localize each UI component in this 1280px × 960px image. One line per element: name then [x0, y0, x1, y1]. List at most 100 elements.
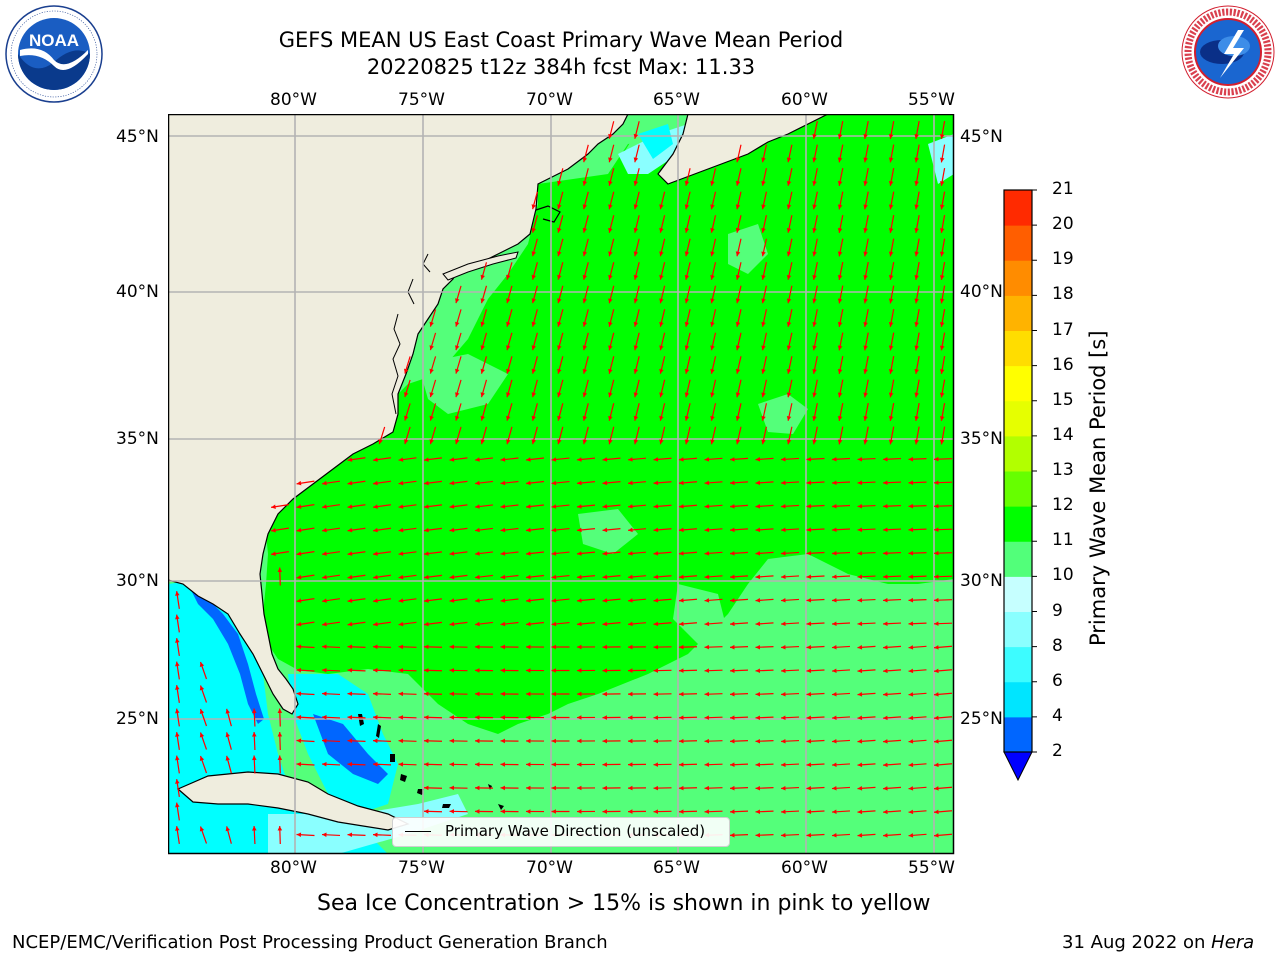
wave-arrow — [429, 379, 437, 398]
lon-tick-bottom: 80°W — [270, 858, 317, 878]
wave-arrow — [252, 731, 257, 751]
wave-arrow — [653, 598, 672, 603]
wave-arrow — [627, 504, 647, 509]
wave-arrow — [531, 403, 538, 421]
wave-arrow — [602, 762, 621, 767]
wave-arrow — [551, 668, 570, 673]
wave-arrow — [474, 809, 494, 814]
wave-arrow — [857, 527, 876, 532]
wave-arrow — [780, 762, 800, 767]
wave-arrow — [582, 215, 589, 233]
wave-arrow — [704, 551, 723, 556]
wave-arrow — [704, 738, 723, 744]
wave-arrow — [296, 691, 315, 697]
wave-arrow — [321, 691, 341, 697]
wave-arrow — [812, 262, 818, 280]
wave-arrow — [321, 668, 341, 673]
land-nova-scotia — [657, 114, 829, 185]
wave-arrow — [633, 191, 640, 210]
wave-arrow — [423, 668, 443, 673]
wave-arrow — [659, 332, 666, 351]
wave-arrow — [455, 285, 462, 304]
wave-arrow — [831, 645, 851, 650]
wave-arrow — [882, 739, 902, 744]
wave-arrow — [500, 598, 519, 603]
wave-arrow — [455, 426, 462, 445]
wave-arrow — [500, 504, 519, 509]
wave-arrow — [653, 668, 672, 673]
wave-arrow — [423, 621, 443, 627]
wave-arrow — [710, 356, 717, 374]
wave-arrow — [780, 457, 800, 462]
wave-arrow — [633, 144, 640, 163]
wave-arrow — [449, 621, 468, 627]
wave-arrow — [602, 527, 621, 533]
wave-arrow — [888, 215, 895, 233]
wave-arrow — [557, 403, 564, 421]
wave-arrow — [199, 685, 208, 703]
wave-arrow — [678, 574, 698, 580]
wave-arrow — [322, 574, 340, 580]
wave-arrow — [582, 168, 589, 186]
wave-arrow — [806, 457, 825, 462]
footer-machine: Hera — [1211, 932, 1255, 953]
wave-arrow — [449, 480, 468, 486]
wave-arrow — [557, 379, 564, 398]
colorbar-cell — [1004, 471, 1032, 507]
wave-arrow — [837, 121, 844, 139]
wave-arrow — [347, 738, 366, 744]
wave-arrow — [704, 785, 723, 791]
wave-arrow — [914, 144, 920, 163]
wave-arrow — [837, 426, 844, 445]
wave-arrow — [199, 732, 208, 750]
wave-arrow — [914, 285, 920, 304]
wave-arrow — [888, 379, 895, 398]
wave-arrow — [582, 403, 589, 421]
lon-tick-top: 70°W — [526, 90, 573, 110]
colorbar-tick-label: 17 — [1052, 319, 1074, 340]
wave-arrow — [404, 426, 411, 445]
wave-arrow — [710, 309, 717, 327]
wave-arrow — [582, 262, 589, 280]
wave-arrow — [735, 356, 742, 374]
wave-arrow — [627, 785, 647, 791]
wave-arrow — [480, 285, 488, 304]
wave-arrow — [347, 644, 366, 650]
wave-arrow — [831, 833, 851, 838]
wave-arrow — [582, 191, 589, 210]
wave-arrow — [761, 168, 768, 186]
wave-arrow — [755, 832, 774, 838]
wave-arrow — [837, 356, 844, 374]
wave-arrow — [506, 332, 513, 351]
wave-arrow — [423, 762, 443, 767]
wave-arrow — [857, 833, 876, 838]
wave-arrow — [175, 638, 180, 656]
wave-arrow — [831, 715, 851, 721]
wave-arrow — [373, 504, 391, 509]
ocean-patch — [673, 584, 728, 644]
wave-arrow — [806, 598, 825, 603]
wave-arrow — [678, 785, 698, 791]
wave-arrow — [710, 426, 717, 445]
wave-arrow — [704, 762, 723, 767]
wave-arrow — [480, 309, 488, 327]
wave-arrow — [684, 168, 691, 186]
wave-arrow — [806, 551, 825, 556]
wave-arrow — [659, 403, 666, 421]
wave-arrow — [933, 809, 953, 815]
wave-arrow — [474, 551, 494, 556]
wave-arrow — [786, 238, 793, 257]
wave-arrow — [423, 527, 443, 533]
wave-arrow — [653, 551, 672, 556]
wave-arrow — [786, 191, 793, 210]
wave-arrow — [252, 708, 257, 727]
wave-arrow — [761, 426, 768, 445]
wave-arrow — [831, 574, 851, 580]
wave-arrow — [704, 715, 723, 720]
wave-arrow — [423, 551, 443, 556]
wave-arrow — [551, 598, 570, 603]
lat-tick-left: 45°N — [116, 127, 159, 147]
colorbar-extend-min — [1003, 751, 1033, 782]
wave-arrow — [939, 403, 946, 421]
ocean-patch — [758, 394, 808, 434]
